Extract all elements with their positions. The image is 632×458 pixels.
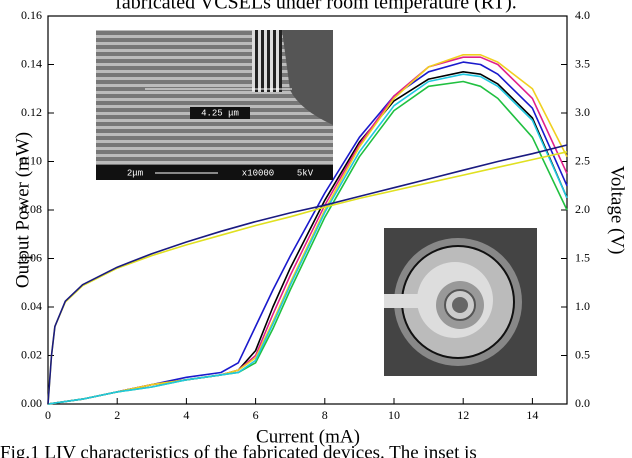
x-tick-label: 6 [253, 408, 259, 422]
y2-tick-label: 3.0 [575, 105, 590, 119]
voltage-line [47, 144, 568, 405]
y-tick-label: 0.14 [21, 56, 42, 70]
y-tick-label: 0.10 [21, 153, 42, 167]
y-tick-label: 0.04 [21, 299, 42, 313]
plot-area: 0 2 4 6 8 10 12 14 0.00 0.02 0.04 0.06 0.08 0.10 0.12 0… [21, 8, 590, 422]
device-lead [384, 294, 442, 308]
power-line [47, 73, 568, 405]
x-tick-label: 2 [114, 408, 120, 422]
y2-tick-label: 2.5 [575, 153, 590, 167]
y2-tick-label: 4.0 [575, 8, 590, 22]
sem-label-bg [190, 107, 250, 119]
y-axis-label: Output Power (mW) [12, 132, 33, 288]
y-tick-label: 0.12 [21, 105, 42, 119]
caption-bottom: Fig.1 LIV characteristics of the fabrica… [0, 442, 477, 458]
x-tick-label: 12 [457, 408, 469, 422]
sem-mesa [282, 30, 333, 125]
y2-tick-label: 0.5 [575, 347, 590, 361]
x-tick-label: 8 [322, 408, 328, 422]
sem-kv-label: 5kV [297, 168, 314, 178]
x-tick-label: 4 [183, 408, 189, 422]
y-tick-label: 0.08 [21, 202, 42, 216]
y-tick-label: 0.06 [21, 250, 42, 264]
sem-measure-label: 4.25 μm [201, 108, 239, 118]
sem-grating [252, 30, 282, 92]
y2-tick-label: 2.0 [575, 202, 590, 216]
sem-mag-label: x10000 [242, 168, 274, 178]
power-line [47, 54, 568, 405]
y-tick-label: 0.00 [21, 396, 42, 410]
insets: 4.25 μm 2μm x10000 5kV [96, 30, 537, 376]
y-tick-label: 0.02 [21, 347, 42, 361]
sem-scale-label: 2μm [127, 168, 143, 178]
y2-tick-label: 1.0 [575, 299, 590, 313]
x-axis-label: Current (mA) [256, 426, 360, 447]
y2-tick-label: 1.5 [575, 250, 590, 264]
y2-tick-label: 3.5 [575, 56, 590, 70]
y-tick-label: 0.16 [21, 8, 42, 22]
x-tick-label: 14 [526, 408, 538, 422]
y2-tick-label: 0.0 [575, 396, 590, 410]
device-aperture [452, 297, 468, 313]
y2-axis-label: Voltage (V) [607, 166, 628, 255]
x-tick-label: 0 [45, 408, 51, 422]
caption-top: fabricated VCSELs under room temperature… [115, 0, 517, 14]
x-tick-label: 10 [388, 408, 400, 422]
